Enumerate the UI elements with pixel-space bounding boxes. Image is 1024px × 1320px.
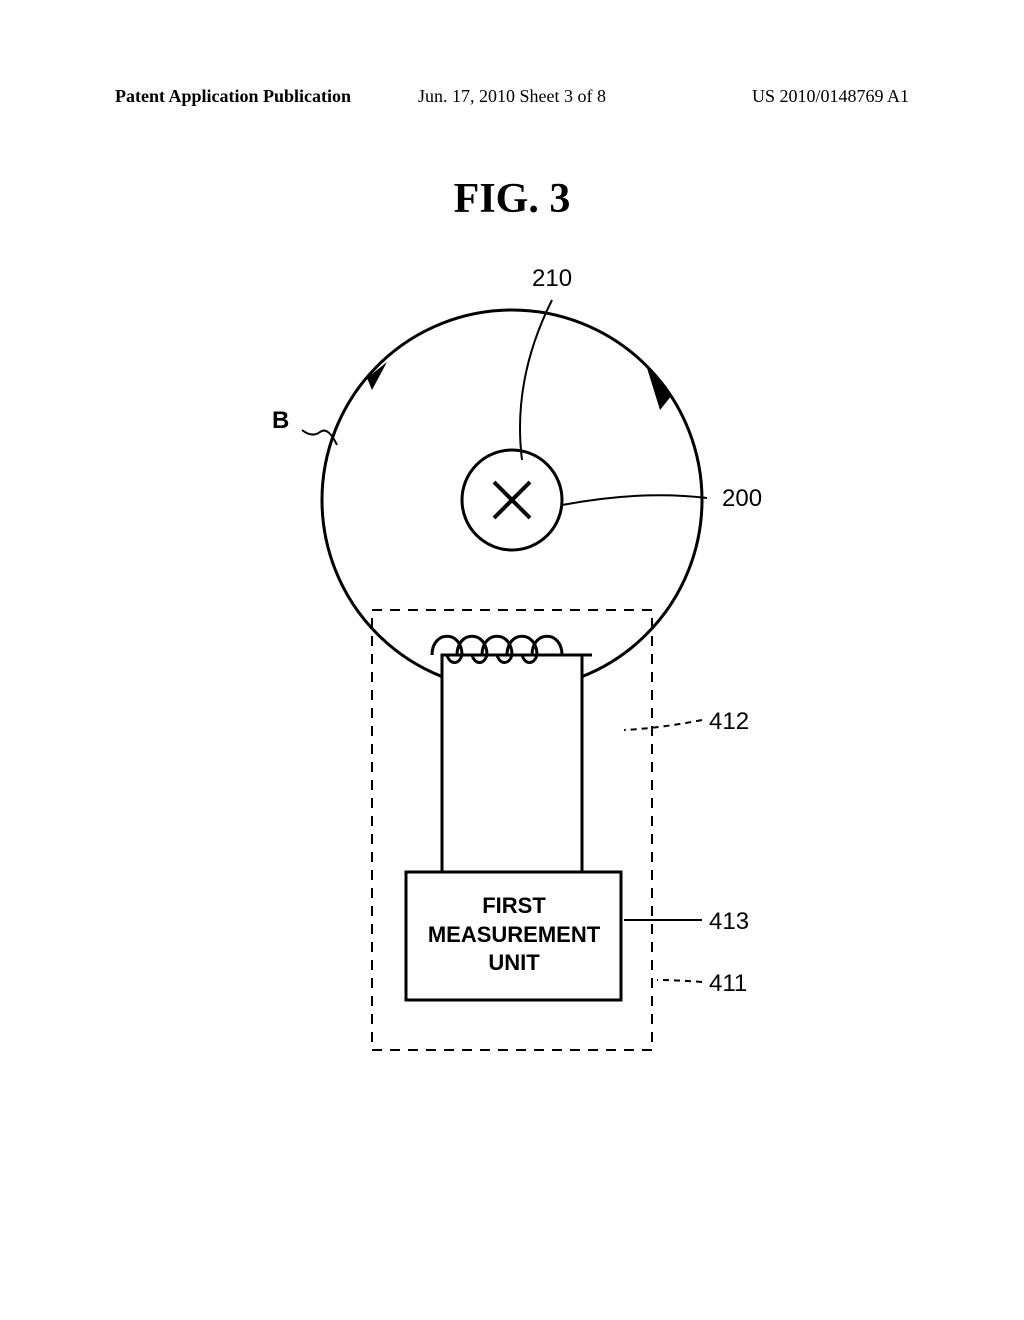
header-patent-number: US 2010/0148769 A1 xyxy=(752,86,909,107)
conductor-body xyxy=(442,655,582,873)
label-412: 412 xyxy=(709,708,749,736)
header-date-sheet: Jun. 17, 2010 Sheet 3 of 8 xyxy=(418,86,606,107)
header-publication: Patent Application Publication xyxy=(115,86,351,107)
label-200: 200 xyxy=(722,485,762,513)
arrow-right xyxy=(647,368,672,410)
label-411: 411 xyxy=(709,970,747,998)
coil-winding xyxy=(432,636,592,655)
leader-411 xyxy=(657,980,702,982)
label-413: 413 xyxy=(709,908,749,936)
patent-diagram: 210 B 200 412 413 411 FIRST MEASUREMENT … xyxy=(162,260,862,1110)
label-210: 210 xyxy=(532,265,572,293)
figure-title: FIG. 3 xyxy=(454,175,571,223)
leader-210 xyxy=(520,300,552,460)
leader-200 xyxy=(562,495,707,505)
leader-412 xyxy=(624,720,702,730)
label-B: B xyxy=(272,407,289,435)
patent-header: Patent Application Publication Jun. 17, … xyxy=(0,86,1024,107)
measurement-unit-label: FIRST MEASUREMENT UNIT xyxy=(423,892,605,978)
